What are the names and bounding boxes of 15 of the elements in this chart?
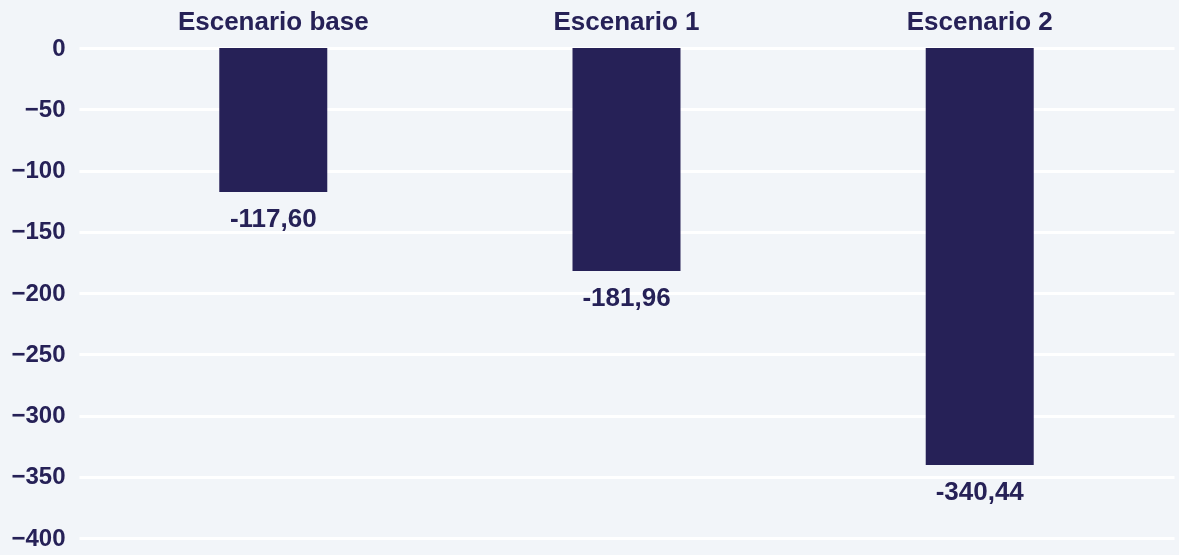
data-label: -340,44 [935, 476, 1025, 507]
y-tick-label: −100 [11, 156, 66, 183]
y-tick-label: −150 [11, 217, 66, 245]
data-label: -181,96 [582, 281, 671, 312]
data-label: -117,60 [229, 203, 317, 234]
y-tick-label: 0 [52, 33, 66, 61]
x-tick-label: Escenario 1 [553, 5, 700, 36]
y-tick-label: −300 [11, 401, 66, 428]
x-tick-label: Escenario base [177, 5, 369, 36]
y-tick-label: −350 [11, 462, 66, 490]
y-tick-label: −200 [11, 278, 66, 306]
y-tick-label: −400 [11, 523, 66, 551]
y-tick-label: −50 [24, 94, 66, 122]
x-tick-label: Escenario 2 [906, 5, 1053, 36]
y-tick-label: −250 [11, 339, 66, 367]
